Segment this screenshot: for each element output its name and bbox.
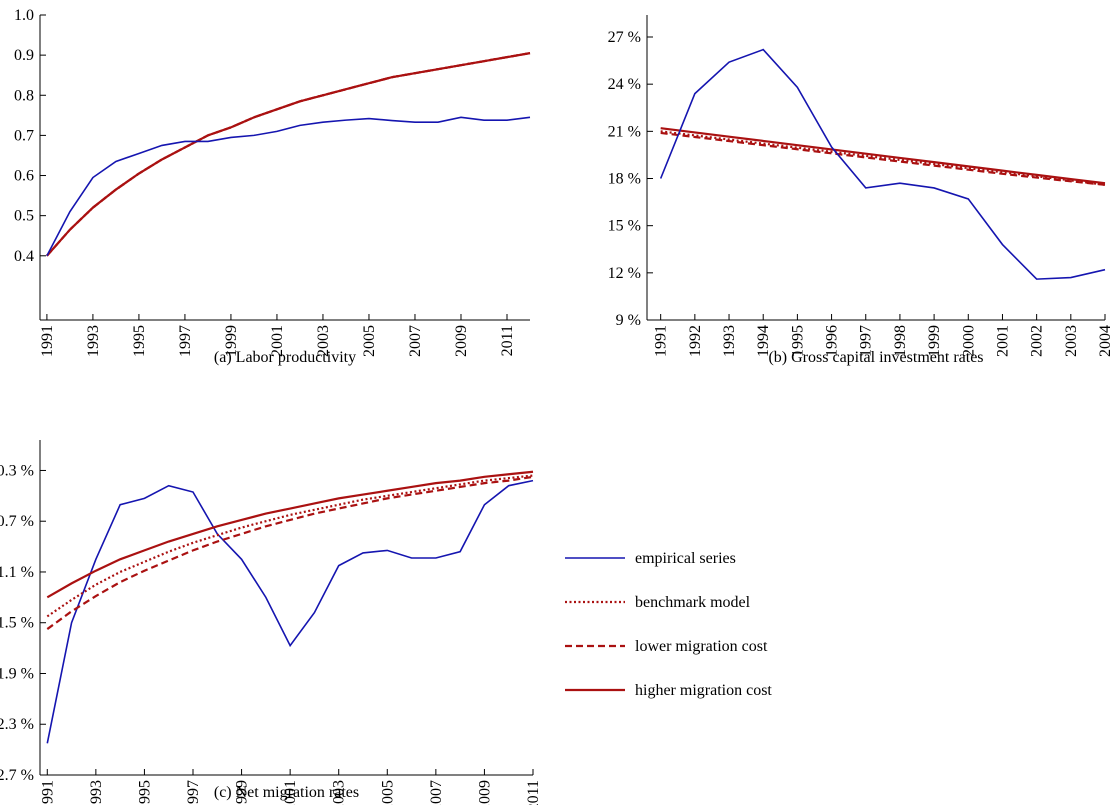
- x-tick-label: 2005: [361, 325, 378, 357]
- x-tick-label: 2003: [315, 325, 332, 357]
- y-tick-label: −0.3 %: [0, 462, 34, 479]
- y-tick-label: 12 %: [608, 265, 641, 282]
- legend-label: lower migration cost: [635, 638, 768, 655]
- x-tick-label: 2000: [960, 325, 977, 357]
- x-tick-label: 2003: [331, 780, 348, 805]
- y-tick-label: 21 %: [608, 123, 641, 140]
- y-tick-label: −2.7 %: [0, 767, 34, 784]
- y-tick-label: 27 %: [608, 29, 641, 46]
- x-tick-label: 1993: [88, 780, 105, 805]
- x-tick-label: 1991: [653, 325, 670, 357]
- y-tick-label: −1.1 %: [0, 564, 34, 581]
- x-tick-label: 1999: [926, 325, 943, 357]
- y-tick-label: 18 %: [608, 171, 641, 188]
- series-line: [46, 52, 531, 257]
- y-tick-label: 0.7: [14, 127, 34, 144]
- x-tick-label: 2001: [269, 325, 286, 357]
- x-tick-label: 2003: [1063, 325, 1080, 357]
- y-tick-label: 9 %: [616, 312, 641, 329]
- series-line: [46, 52, 531, 257]
- x-tick-label: 1995: [789, 325, 806, 357]
- caption: (c) Net migration rates: [214, 784, 359, 801]
- x-tick-label: 2001: [282, 780, 299, 805]
- x-tick-label: 1993: [85, 325, 102, 357]
- x-tick-label: 1995: [136, 780, 153, 805]
- x-tick-label: 1995: [131, 325, 148, 357]
- x-tick-label: 1997: [177, 325, 194, 357]
- series-line: [46, 474, 534, 618]
- x-tick-label: 2004: [1097, 325, 1114, 357]
- x-tick-label: 1996: [824, 325, 841, 357]
- x-tick-label: 2005: [379, 780, 396, 805]
- y-tick-label: 0.4: [14, 248, 34, 265]
- x-tick-label: 2011: [499, 325, 516, 356]
- x-tick-label: 2009: [453, 325, 470, 357]
- y-tick-label: 0.9: [14, 47, 34, 64]
- x-tick-label: 1994: [755, 325, 772, 357]
- x-tick-label: 2007: [407, 325, 424, 357]
- legend-label: benchmark model: [635, 594, 751, 611]
- x-tick-label: 1997: [858, 325, 875, 357]
- series-line: [46, 470, 534, 599]
- series-line: [46, 52, 531, 257]
- x-tick-label: 1991: [39, 325, 56, 357]
- x-tick-label: 1992: [687, 325, 704, 357]
- x-tick-label: 1991: [39, 780, 56, 805]
- series-line: [660, 127, 1106, 185]
- x-tick-label: 2009: [476, 780, 493, 805]
- y-tick-label: 0.8: [14, 87, 34, 104]
- y-tick-label: 15 %: [608, 218, 641, 235]
- legend-label: empirical series: [635, 550, 736, 567]
- x-tick-label: 1993: [721, 325, 738, 357]
- series-line: [659, 48, 1106, 280]
- x-tick-label: 2011: [525, 780, 542, 805]
- series-line: [46, 475, 534, 630]
- caption: (b) Gross capital investment rates: [768, 349, 983, 366]
- y-tick-label: 0.6: [14, 168, 34, 185]
- x-tick-label: 1998: [892, 325, 909, 357]
- series-line: [46, 479, 534, 744]
- legend-label: higher migration cost: [635, 682, 772, 699]
- y-tick-label: 1.0: [14, 7, 34, 24]
- x-tick-label: 2001: [994, 325, 1011, 357]
- y-tick-label: −2.3 %: [0, 716, 34, 733]
- x-tick-label: 1999: [234, 780, 251, 805]
- y-tick-label: −1.5 %: [0, 615, 34, 632]
- series-line: [660, 131, 1106, 186]
- x-tick-label: 2002: [1029, 325, 1046, 357]
- x-tick-label: 2007: [428, 780, 445, 805]
- x-tick-label: 1999: [223, 325, 240, 357]
- caption: (a) Labor productivity: [214, 349, 356, 366]
- y-tick-label: 24 %: [608, 76, 641, 93]
- x-tick-label: 1997: [185, 780, 202, 805]
- y-tick-label: −0.7 %: [0, 513, 34, 530]
- series-line: [46, 116, 531, 257]
- y-tick-label: 0.5: [14, 208, 34, 225]
- y-tick-label: −1.9 %: [0, 665, 34, 682]
